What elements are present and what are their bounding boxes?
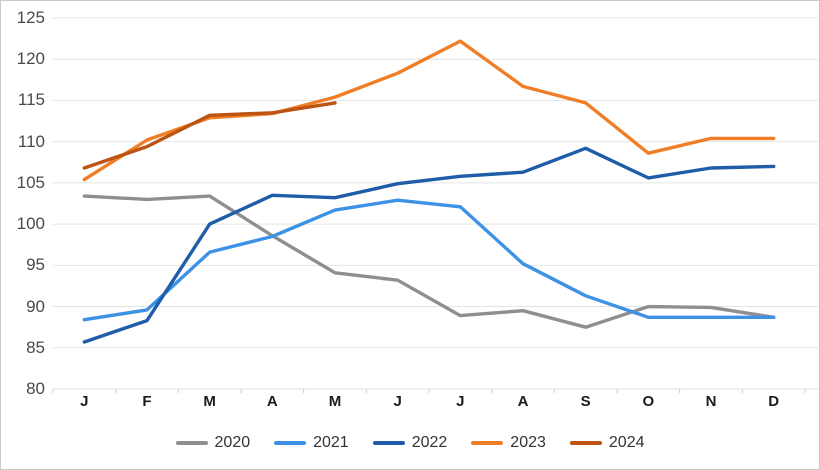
legend-swatch-2022 [372,441,405,445]
legend-item-2024: 2024 [569,434,645,452]
legend-label-2020: 2020 [214,434,251,451]
series-line-2023 [82,39,776,182]
legend-label-2022: 2022 [411,434,448,451]
x-axis-label-11: N [705,393,717,410]
x-axis-label-5: M [328,393,342,410]
x-axis-label-3: M [203,393,216,410]
x-axis-label-4: A [266,393,278,410]
legend-item-2022: 2022 [372,434,448,452]
legend-item-2020: 2020 [175,434,251,452]
series-line-2024 [82,101,337,170]
x-axis-label-6: J [393,393,402,410]
legend-swatch-2023 [471,441,504,445]
y-axis-label-110: 110 [17,131,45,151]
legend-label-2021: 2021 [313,434,349,451]
y-axis-label-120: 120 [16,49,45,69]
legend-item-2021: 2021 [274,434,349,452]
x-axis-label-12: D [768,393,780,410]
x-axis-label-7: J [456,393,465,410]
series-line-2020 [82,194,776,329]
y-axis-label-105: 105 [16,172,45,192]
x-axis-label-1: J [80,393,89,410]
y-axis-label-100: 100 [16,214,45,234]
y-axis-label-125: 125 [16,8,45,27]
y-axis-label-115: 115 [17,90,45,110]
series-line-2021 [82,198,776,322]
legend-label-2024: 2024 [608,434,645,451]
series-line-2022 [82,146,776,344]
x-axis-label-8: A [517,393,529,410]
legend: 2020 2021 2022 2023 2024 [1,434,819,452]
x-axis-label-9: S [580,393,591,410]
legend-swatch-2024 [569,441,602,445]
x-axis-label-2: F [142,393,152,410]
y-axis-label-80: 80 [26,379,45,398]
legend-item-2023: 2023 [471,434,546,452]
x-axis-label-10: O [642,393,655,410]
y-axis-label-95: 95 [26,255,45,275]
y-axis-label-90: 90 [26,296,45,316]
legend-swatch-2021 [274,441,307,445]
y-axis-label-85: 85 [26,337,45,357]
legend-label-2023: 2023 [510,434,546,451]
legend-swatch-2020 [175,441,208,445]
